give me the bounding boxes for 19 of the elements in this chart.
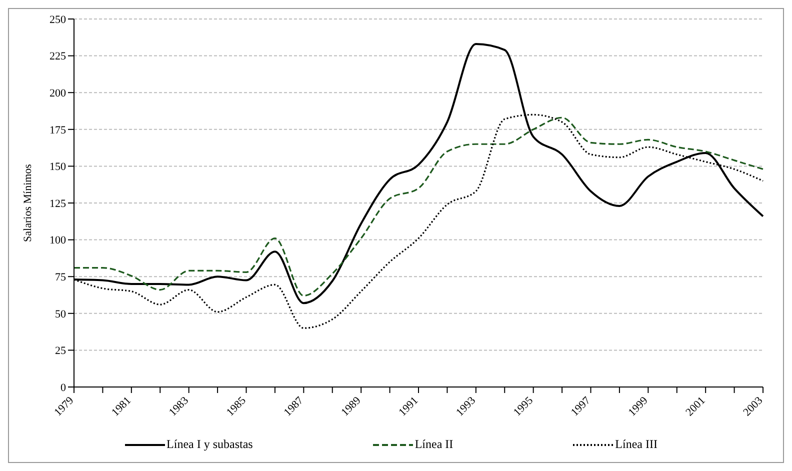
legend-label: Línea III [615, 437, 658, 452]
y-tick-label: 150 [50, 161, 66, 174]
x-tick-label: 1991 [396, 394, 421, 419]
x-tick-label: 1981 [109, 394, 134, 419]
y-tick-label: 100 [50, 234, 66, 247]
y-tick-label: 200 [50, 88, 66, 100]
y-tick-label: 175 [50, 124, 66, 136]
y-tick-label: 0 [60, 382, 66, 394]
legend-label: Línea II [414, 437, 454, 452]
y-tick-label: 25 [55, 345, 66, 358]
y-tick-label: 75 [55, 272, 66, 284]
x-tick-label: 2001 [684, 394, 708, 419]
y-axis-title: Salarios Mínimos [22, 164, 34, 242]
y-tick-label: 50 [55, 308, 66, 320]
line-series [73, 116, 764, 297]
y-tick-label: 125 [50, 198, 66, 210]
y-tick-label: 225 [50, 50, 66, 63]
legend-label: Línea I y subastas [166, 437, 253, 452]
y-tick-label: 250 [50, 14, 66, 26]
